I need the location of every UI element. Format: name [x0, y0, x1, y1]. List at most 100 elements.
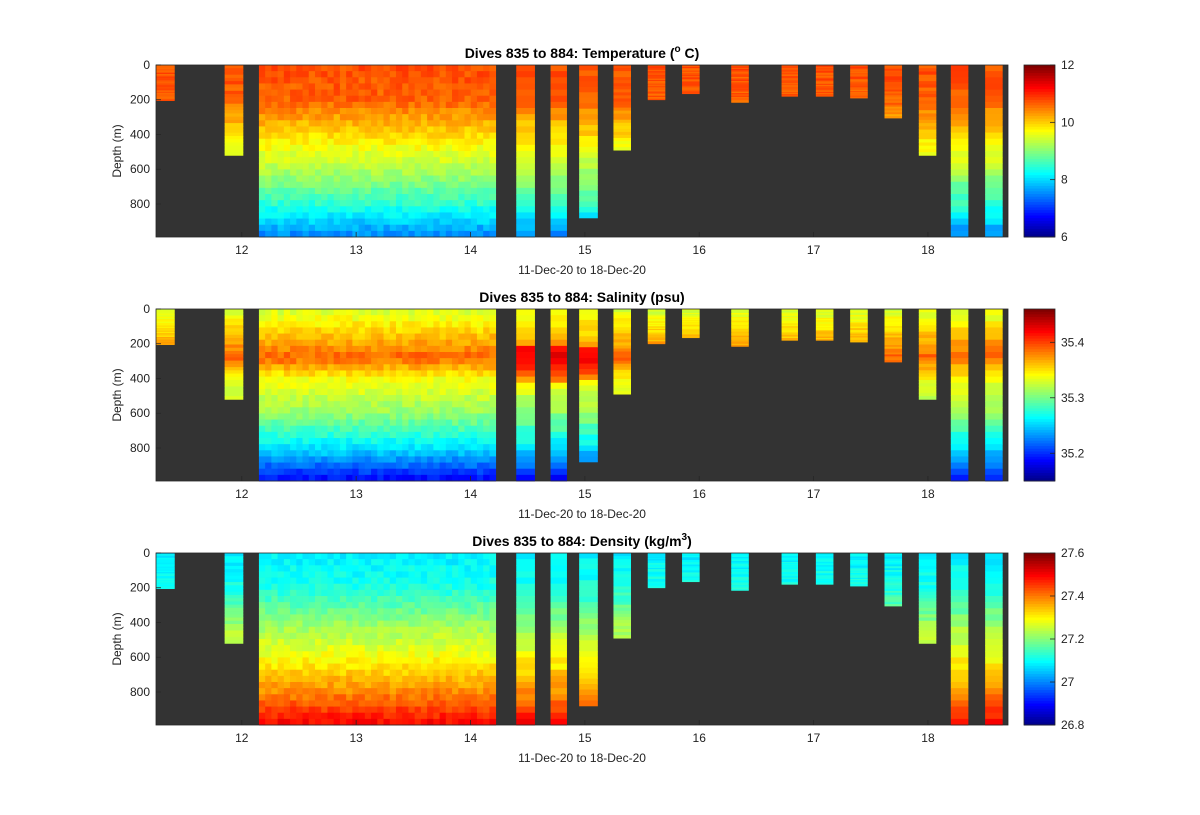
data-cell [420, 157, 428, 164]
data-cell [464, 181, 472, 189]
data-cell [884, 99, 903, 102]
data-cell [156, 321, 175, 324]
data-cell [516, 444, 535, 451]
data-cell [389, 425, 397, 433]
data-cell [156, 335, 175, 338]
data-cell [321, 230, 328, 238]
data-cell [395, 315, 403, 322]
data-cell [389, 382, 397, 390]
data-cell [271, 370, 279, 377]
data-cell [352, 194, 360, 201]
data-cell [321, 339, 328, 347]
data-cell [364, 688, 372, 695]
data-cell [333, 65, 341, 72]
data-cell [283, 114, 291, 121]
data-cell [258, 339, 266, 347]
data-cell [302, 700, 310, 707]
data-cell [408, 639, 416, 646]
data-cell [731, 90, 749, 93]
data-cell [314, 157, 322, 164]
data-cell [314, 456, 322, 463]
data-cell [647, 313, 666, 316]
data-cell [439, 200, 447, 207]
data-cell [389, 169, 397, 176]
data-cell [427, 230, 434, 238]
data-cell [445, 444, 453, 451]
data-cell [339, 169, 347, 176]
data-cell [377, 462, 384, 470]
profile-column [224, 553, 244, 644]
data-cell [277, 571, 285, 578]
data-cell [647, 66, 666, 68]
data-cell [377, 200, 384, 207]
x-tick-label: 14 [464, 487, 478, 501]
data-cell [458, 370, 465, 377]
data-cell [271, 144, 279, 152]
data-cell [371, 339, 378, 347]
data-cell [483, 444, 490, 451]
data-cell [414, 706, 422, 714]
data-cell [483, 194, 490, 201]
data-cell [283, 602, 291, 609]
data-cell [224, 614, 244, 618]
data-cell [271, 694, 279, 701]
data-cell [815, 94, 834, 96]
data-cell [156, 67, 175, 70]
data-cell [647, 76, 666, 78]
data-cell [358, 474, 366, 482]
data-cell [408, 163, 416, 170]
data-cell [489, 376, 497, 384]
data-cell [364, 694, 372, 701]
data-cell [389, 706, 397, 714]
data-cell [613, 616, 632, 621]
data-cell [489, 688, 497, 695]
data-cell [613, 385, 632, 389]
data-cell [408, 382, 416, 390]
data-cell [389, 309, 397, 316]
data-cell [850, 575, 868, 577]
data-cell [427, 126, 434, 133]
data-cell [283, 657, 291, 664]
data-cell [314, 559, 322, 566]
data-cell [550, 462, 567, 470]
data-cell [339, 388, 347, 396]
data-cell [516, 157, 535, 164]
data-cell [395, 339, 403, 347]
data-cell [458, 706, 465, 714]
data-cell [402, 602, 409, 609]
data-cell [850, 560, 868, 562]
data-cell [781, 334, 798, 337]
colorbar-swatch [1024, 231, 1055, 235]
data-cell [271, 614, 279, 621]
data-cell [290, 456, 297, 463]
data-cell [414, 108, 422, 115]
data-cell [346, 663, 353, 671]
data-cell [296, 65, 303, 72]
data-cell [489, 218, 497, 226]
data-cell [290, 431, 297, 439]
data-cell [420, 413, 428, 420]
data-cell [224, 94, 244, 98]
data-cell [224, 119, 244, 124]
data-cell [427, 309, 434, 316]
data-cell [339, 382, 347, 390]
data-cell [815, 566, 834, 568]
data-cell [682, 79, 700, 81]
data-cell [985, 712, 1003, 720]
data-cell [377, 626, 384, 634]
data-cell [850, 87, 868, 89]
data-cell [579, 81, 598, 88]
data-cell [314, 438, 322, 445]
data-cell [985, 608, 1003, 615]
data-cell [364, 413, 372, 420]
data-cell [884, 553, 903, 556]
data-cell [433, 407, 440, 414]
data-cell [156, 339, 175, 342]
data-cell [427, 89, 434, 97]
data-cell [327, 706, 335, 714]
data-cell [296, 309, 303, 316]
data-cell [302, 431, 310, 439]
data-cell [458, 108, 465, 115]
data-cell [464, 345, 472, 353]
data-cell [283, 444, 291, 451]
